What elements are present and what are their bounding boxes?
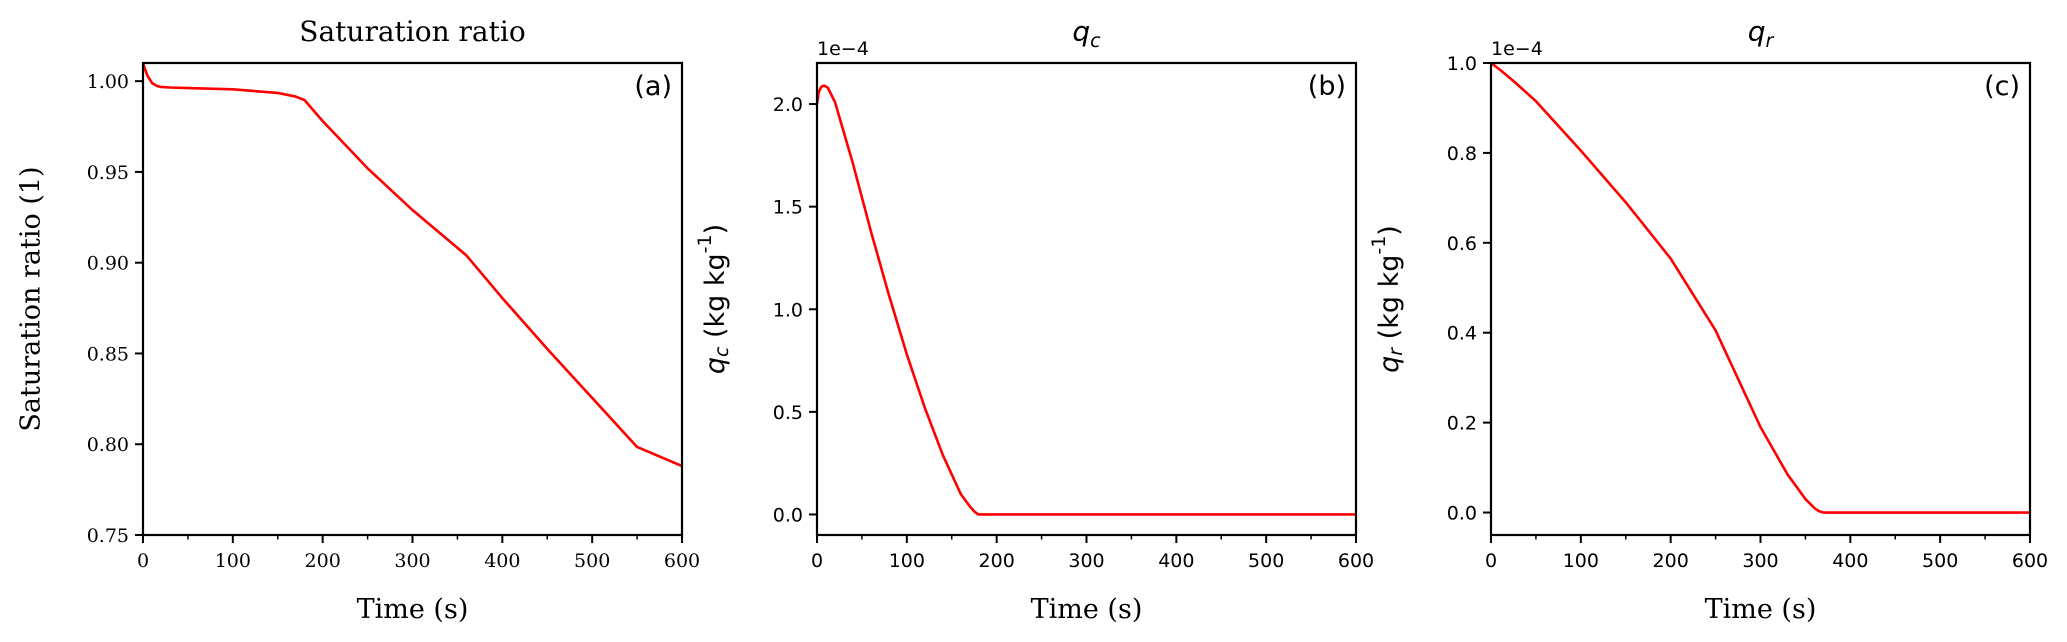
x-axis-label: Time (s) bbox=[1031, 594, 1143, 625]
x-tick-label: 100 bbox=[215, 550, 251, 572]
y-tick-label: 0.95 bbox=[87, 162, 129, 184]
y-axis-label: qr (kg kg-1) bbox=[1368, 225, 1407, 373]
x-tick-label: 0 bbox=[1485, 550, 1497, 572]
y-tick-label: 0.90 bbox=[87, 253, 129, 275]
y-tick-label: 1.0 bbox=[773, 299, 803, 321]
axis-offset-text: 1e−4 bbox=[817, 38, 869, 60]
x-tick-label: 200 bbox=[979, 550, 1015, 572]
y-tick-label: 2.0 bbox=[773, 94, 803, 116]
y-tick-label: 0.6 bbox=[1447, 233, 1477, 255]
series-line bbox=[817, 84, 1356, 516]
y-axis-label-superscript: -1 bbox=[694, 234, 716, 253]
panel-a: 0 100 200 300 400 500 600 0.75 0.80 0.85 0.90 0.95 1… bbox=[16, 15, 701, 625]
x-tick-label: 200 bbox=[1653, 550, 1689, 572]
y-tick-label: 0.2 bbox=[1447, 413, 1477, 435]
x-tick-label: 0 bbox=[811, 550, 823, 572]
series-line bbox=[143, 63, 682, 468]
y-axis-label-close: ) bbox=[700, 224, 731, 235]
y-tick-label: 1.00 bbox=[87, 71, 129, 93]
axis-offset-text: 1e−4 bbox=[1491, 38, 1543, 60]
chart-title-symbol: q bbox=[1072, 15, 1090, 48]
x-tick-label: 300 bbox=[1742, 550, 1778, 572]
x-tick-label: 500 bbox=[1922, 550, 1958, 572]
panel-label: (b) bbox=[1308, 71, 1346, 102]
y-tick-label: 0.4 bbox=[1447, 323, 1477, 345]
y-tick-label: 0.85 bbox=[87, 343, 129, 365]
x-tick-label: 200 bbox=[305, 550, 341, 572]
y-tick-label: 1.5 bbox=[773, 197, 803, 219]
chart-title: qr bbox=[1748, 15, 1775, 52]
x-tick-label: 500 bbox=[574, 550, 610, 572]
y-axis-label-symbol: q bbox=[700, 357, 731, 374]
x-tick-label: 600 bbox=[1338, 550, 1374, 572]
panel-c: 0 100 200 300 400 500 600 0.0 0.2 0.4 0.6 0.8 1.0 Tim… bbox=[1368, 15, 2049, 625]
y-tick-label: 0.8 bbox=[1447, 143, 1477, 165]
chart-title: Saturation ratio bbox=[299, 15, 525, 48]
x-tick-label: 400 bbox=[1832, 550, 1868, 572]
chart-title-subscript: r bbox=[1765, 30, 1774, 52]
x-tick-label: 300 bbox=[394, 550, 430, 572]
y-tick-label: 0.5 bbox=[773, 402, 803, 424]
panel-label: (a) bbox=[634, 71, 672, 102]
y-tick-label: 1.0 bbox=[1447, 53, 1477, 75]
series-line bbox=[1491, 63, 2030, 514]
y-axis-label-subscript: r bbox=[1385, 347, 1407, 356]
x-tick-label: 300 bbox=[1068, 550, 1104, 572]
x-tick-label: 600 bbox=[664, 550, 700, 572]
x-tick-label: 600 bbox=[2012, 550, 2048, 572]
y-axis-label: qc (kg kg-1) bbox=[694, 224, 733, 374]
y-tick-label: 0.0 bbox=[773, 504, 803, 526]
y-axis-label-symbol: q bbox=[1374, 356, 1405, 373]
x-tick-label: 100 bbox=[889, 550, 925, 572]
x-tick-label: 500 bbox=[1248, 550, 1284, 572]
y-tick-label: 0.75 bbox=[87, 525, 129, 547]
x-axis-label: Time (s) bbox=[357, 594, 469, 625]
y-axis-label: Saturation ratio (1) bbox=[16, 166, 47, 431]
y-axis-label-subscript: c bbox=[711, 346, 733, 357]
chart-title: qc bbox=[1072, 15, 1101, 52]
x-tick-label: 100 bbox=[1563, 550, 1599, 572]
chart-title-subscript: c bbox=[1090, 30, 1101, 52]
panel-label: (c) bbox=[1984, 71, 2020, 102]
chart-title-symbol: q bbox=[1748, 15, 1766, 48]
panel-b: 0 100 200 300 400 500 600 0.0 0.5 1.0 1.5 2.0 Time (… bbox=[694, 15, 1375, 625]
y-tick-label: 0.0 bbox=[1447, 503, 1477, 525]
x-axis-label: Time (s) bbox=[1705, 594, 1817, 625]
x-tick-label: 0 bbox=[137, 550, 149, 572]
y-tick-label: 0.80 bbox=[87, 434, 129, 456]
x-tick-label: 400 bbox=[1158, 550, 1194, 572]
y-axis-label-units: (kg kg bbox=[700, 253, 731, 346]
y-axis-label-superscript: -1 bbox=[1368, 236, 1390, 255]
x-tick-label: 400 bbox=[484, 550, 520, 572]
y-axis-label-close: ) bbox=[1374, 225, 1405, 236]
y-axis-label-units: (kg kg bbox=[1374, 255, 1405, 348]
